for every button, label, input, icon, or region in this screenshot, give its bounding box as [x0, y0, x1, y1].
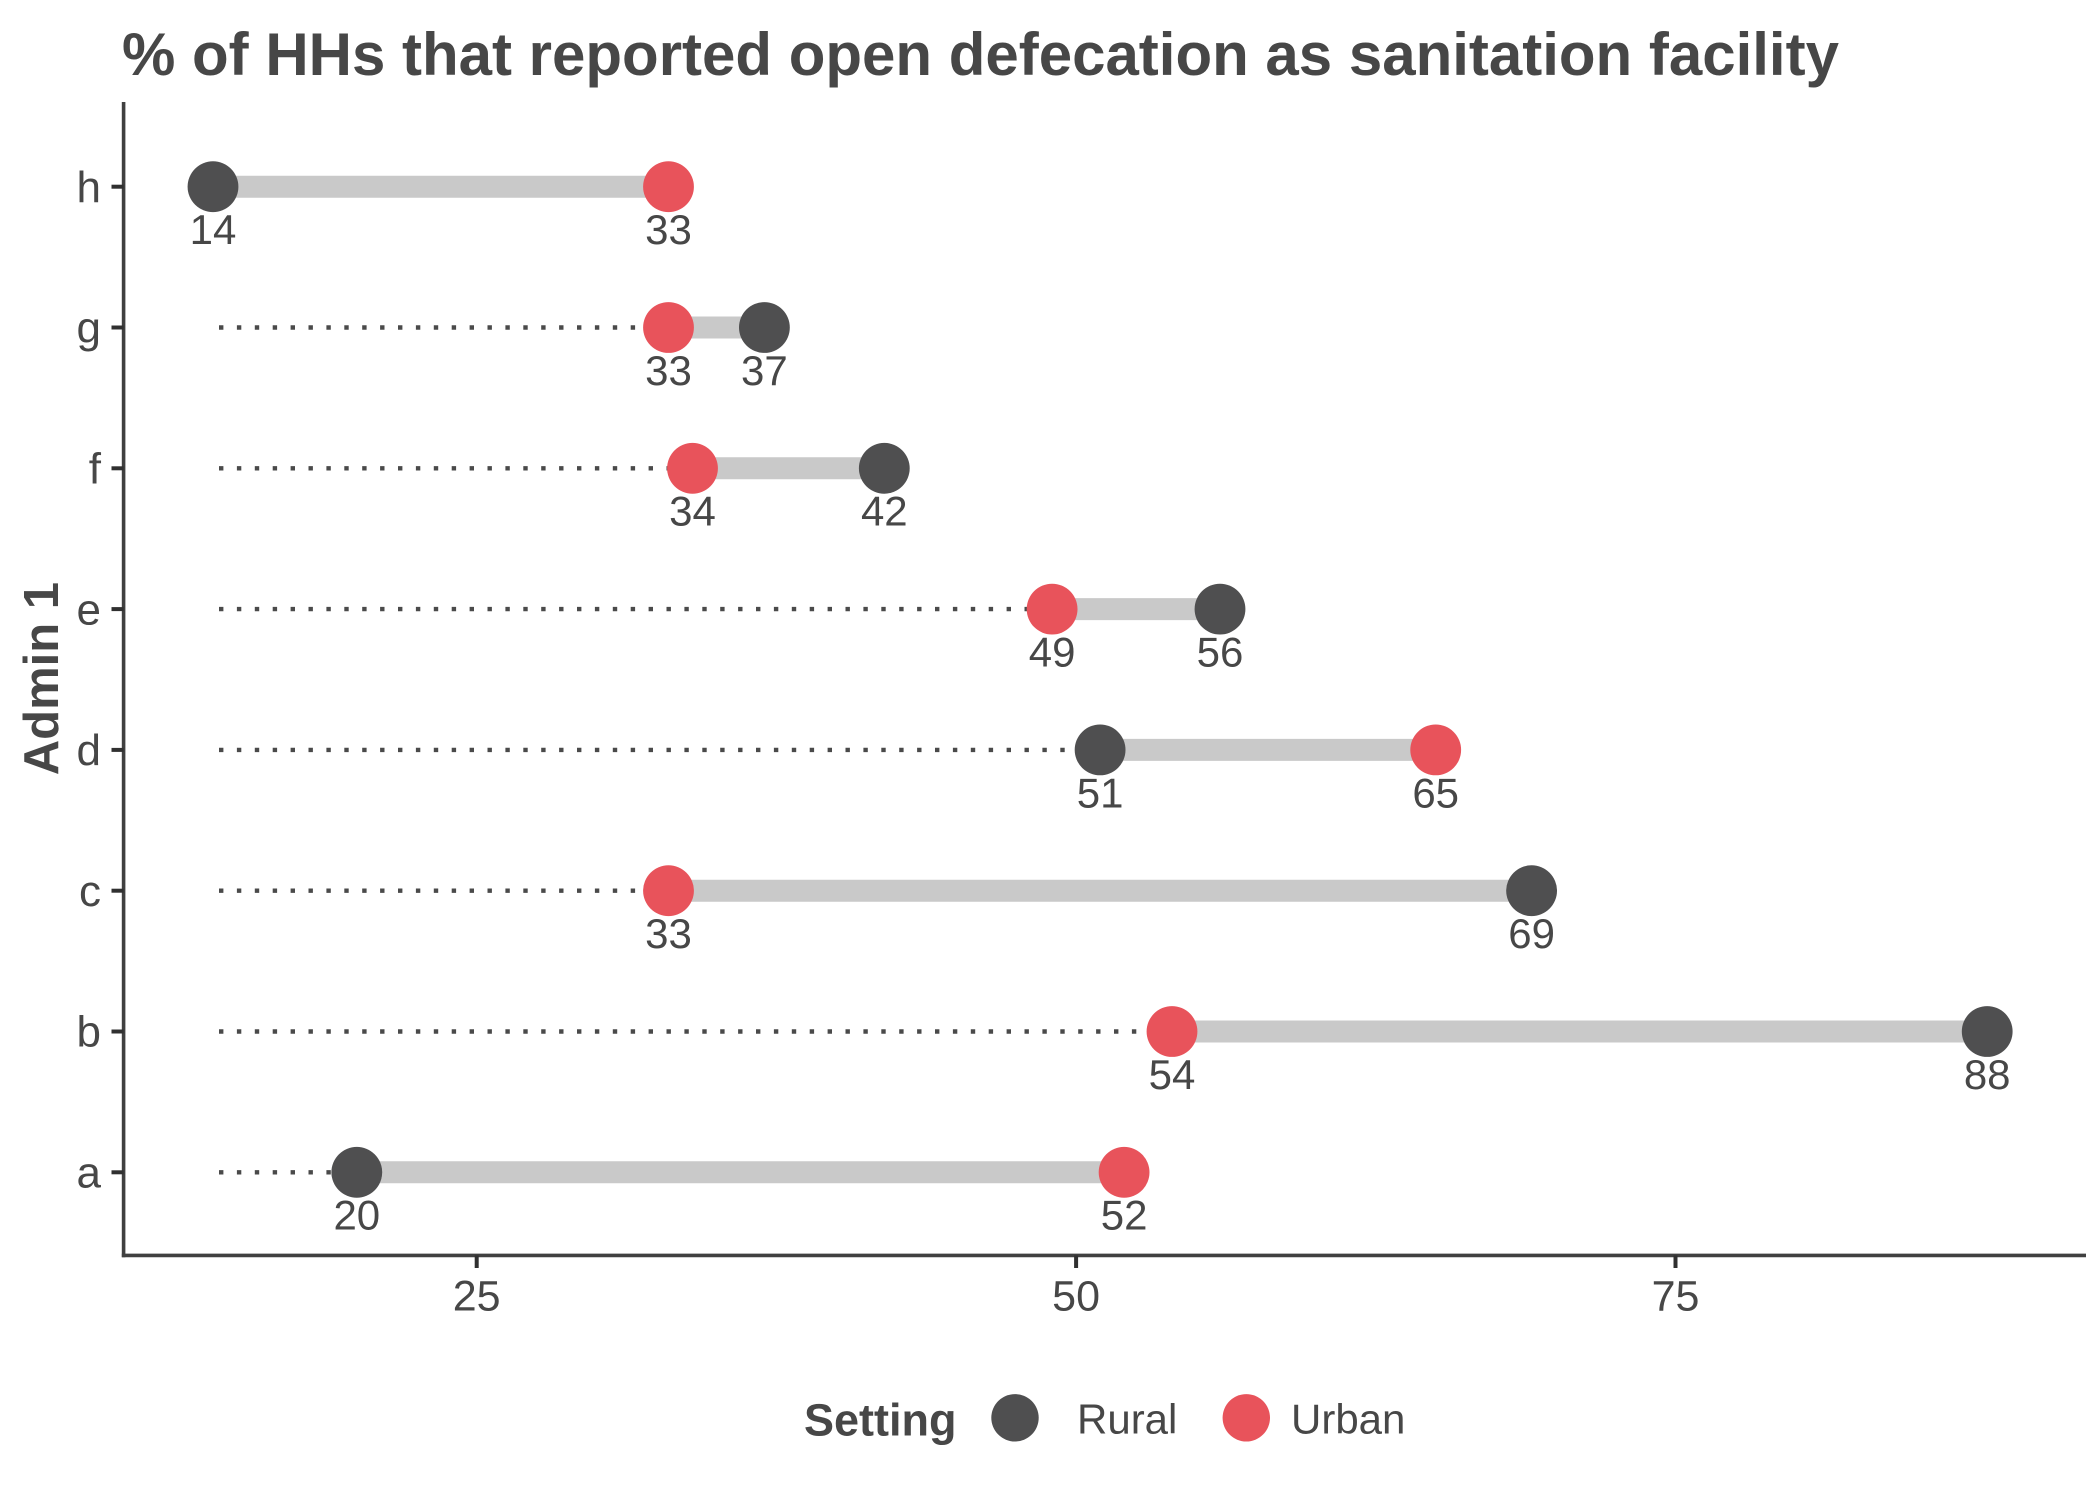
svg-text:% of HHs that reported open de: % of HHs that reported open defecation a…: [122, 21, 1840, 88]
svg-text:56: 56: [1197, 629, 1244, 676]
svg-text:c: c: [79, 867, 101, 916]
svg-text:33: 33: [645, 206, 692, 253]
svg-text:54: 54: [1149, 1051, 1196, 1098]
svg-text:33: 33: [645, 347, 692, 394]
svg-text:Setting: Setting: [804, 1395, 957, 1446]
svg-text:50: 50: [1052, 1272, 1100, 1320]
svg-text:42: 42: [861, 488, 908, 535]
svg-text:65: 65: [1412, 769, 1459, 816]
svg-text:52: 52: [1101, 1192, 1148, 1239]
svg-text:f: f: [89, 445, 102, 494]
svg-text:h: h: [77, 163, 101, 212]
svg-text:g: g: [77, 304, 101, 353]
svg-text:88: 88: [1964, 1051, 2011, 1098]
svg-text:a: a: [77, 1149, 102, 1198]
svg-text:69: 69: [1508, 910, 1555, 957]
svg-text:20: 20: [333, 1192, 380, 1239]
svg-text:Rural: Rural: [1077, 1396, 1177, 1443]
svg-text:b: b: [77, 1008, 101, 1057]
svg-text:49: 49: [1029, 629, 1076, 676]
svg-text:14: 14: [190, 206, 237, 253]
svg-text:Admin 1: Admin 1: [15, 582, 69, 775]
svg-text:37: 37: [741, 347, 788, 394]
svg-text:Urban: Urban: [1291, 1396, 1405, 1443]
svg-text:33: 33: [645, 910, 692, 957]
svg-text:75: 75: [1652, 1272, 1700, 1320]
svg-text:51: 51: [1077, 769, 1124, 816]
svg-text:e: e: [77, 585, 101, 634]
svg-text:25: 25: [453, 1272, 501, 1320]
svg-text:34: 34: [669, 488, 716, 535]
svg-text:d: d: [77, 726, 101, 775]
